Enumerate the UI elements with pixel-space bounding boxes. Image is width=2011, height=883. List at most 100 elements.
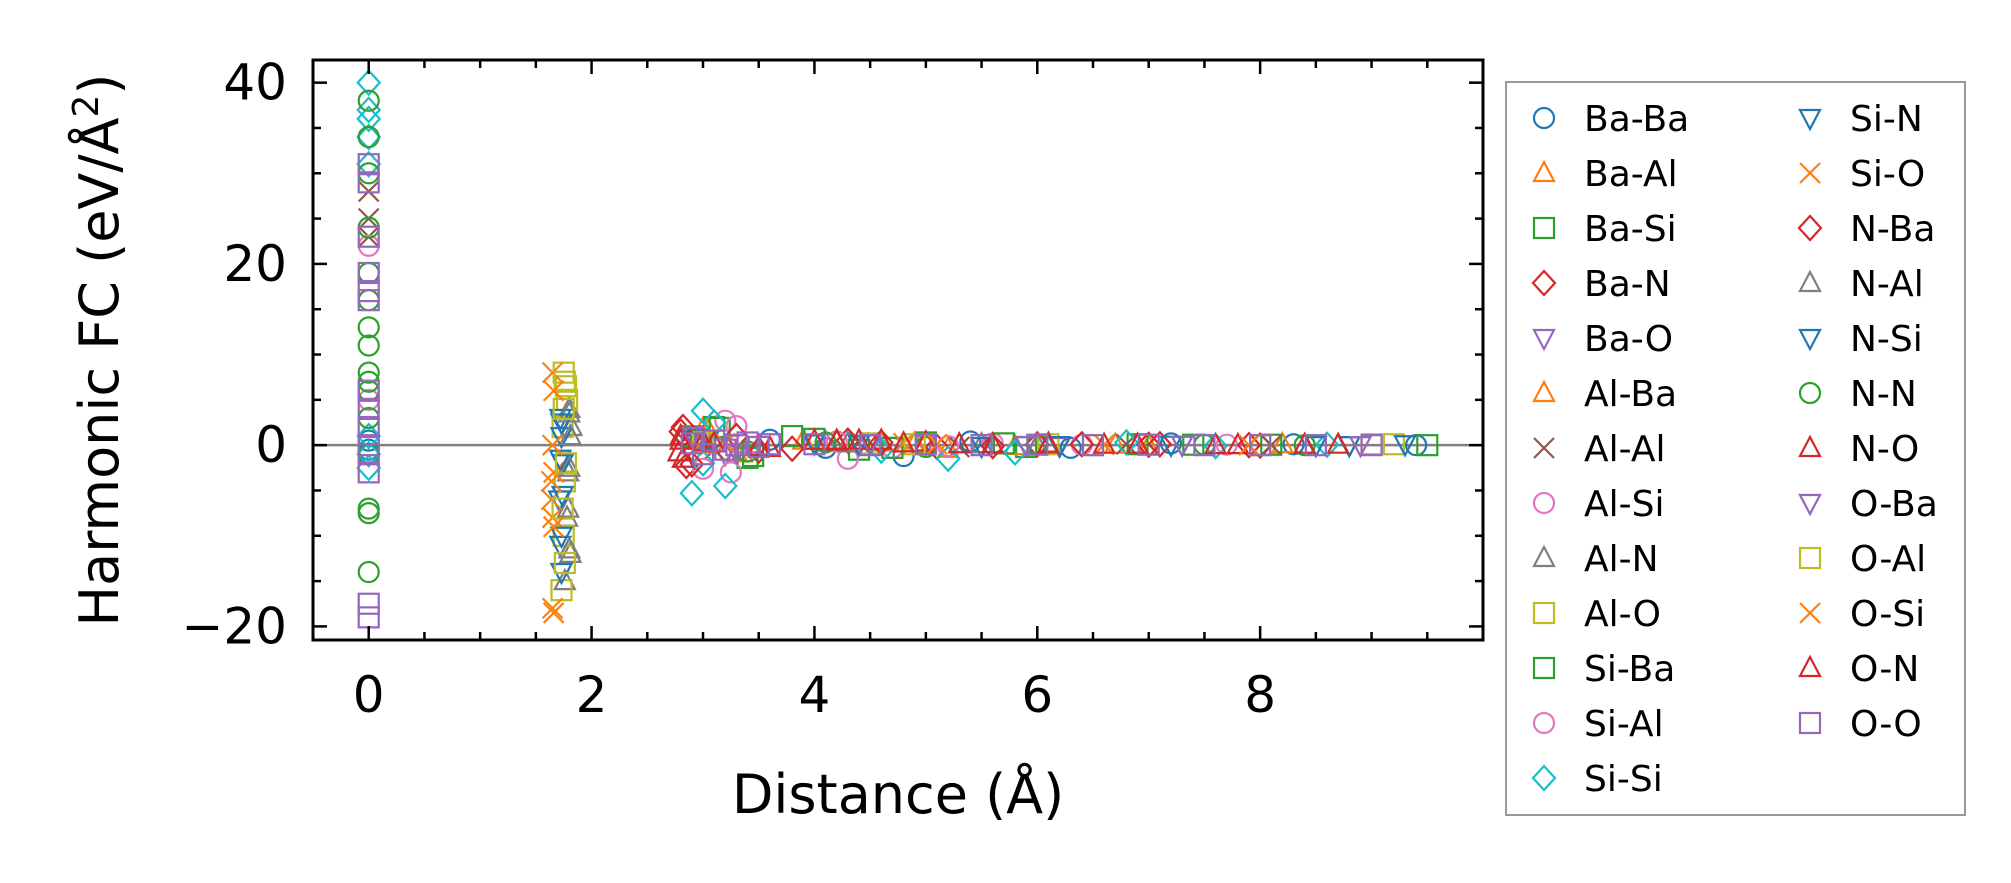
- point-o-n: [758, 434, 782, 457]
- point-o-o: [691, 443, 715, 466]
- x-tick-label: 4: [799, 666, 831, 724]
- legend-label-al-n: Al-N: [1584, 539, 1659, 580]
- point-al-al: [1260, 434, 1283, 456]
- point-si-si: [356, 123, 382, 151]
- point-ba-si: [1260, 433, 1283, 456]
- point-ba-ba: [959, 430, 982, 453]
- point-n-si: [549, 526, 574, 550]
- point-si-si: [679, 479, 705, 507]
- legend-marker-ba-n: [1531, 269, 1557, 297]
- point-o-o: [1193, 434, 1216, 457]
- point-n-n: [357, 89, 380, 112]
- point-ba-al: [1270, 430, 1295, 454]
- point-n-si: [847, 435, 871, 458]
- point-o-o: [1304, 434, 1327, 457]
- point-n-n: [357, 497, 380, 520]
- point-o-ba: [1014, 436, 1038, 459]
- point-o-ba: [680, 426, 704, 450]
- y-axis-title-superscript: 2: [66, 95, 107, 118]
- point-si-o: [541, 361, 564, 384]
- point-o-o: [1249, 434, 1272, 457]
- point-o-ba: [724, 443, 749, 466]
- legend-marker-si-ba: [1532, 656, 1556, 680]
- legend-label-o-o: O-O: [1850, 704, 1922, 745]
- point-o-o: [1026, 433, 1049, 456]
- point-n-al: [557, 454, 582, 477]
- point-o-si: [542, 380, 565, 402]
- y-axis-title-end: ): [68, 74, 131, 95]
- point-si-si: [356, 96, 382, 124]
- legend-marker-si-al: [1532, 711, 1556, 735]
- legend-marker-n-si: [1798, 328, 1822, 352]
- x-tick-label: 8: [1244, 666, 1276, 724]
- legend-marker-ba-ba: [1532, 106, 1556, 130]
- legend-items: Ba-Ba Ba-Al Ba-Si Ba-N Ba-O Al-Ba Al-Al Al-Si Al…: [1531, 99, 1938, 800]
- point-n-o: [1125, 431, 1150, 454]
- y-tick-label: −20: [181, 597, 287, 655]
- point-o-si: [1238, 434, 1260, 456]
- legend-marker-n-ba: [1797, 214, 1823, 242]
- legend-marker-al-n: [1532, 544, 1556, 568]
- point-n-ba: [980, 432, 1006, 460]
- point-o-si: [542, 515, 565, 538]
- point-n-al: [558, 422, 583, 446]
- point-o-si: [540, 470, 563, 493]
- point-o-o: [1360, 434, 1383, 457]
- point-n-ba: [868, 428, 894, 457]
- legend-label-o-n: O-N: [1850, 649, 1919, 690]
- legend-label-si-n: Si-N: [1850, 99, 1923, 140]
- point-o-al: [552, 397, 575, 421]
- legend-label-si-ba: Si-Ba: [1584, 649, 1675, 690]
- point-n-o: [1292, 431, 1317, 454]
- point-n-n: [357, 334, 380, 357]
- y-axis-title-main: Harmonic FC (eV/Å: [67, 117, 131, 626]
- point-al-o: [554, 375, 578, 398]
- legend-label-al-o: Al-O: [1584, 594, 1661, 635]
- point-si-si: [712, 472, 738, 500]
- legend-label-si-o: Si-O: [1850, 154, 1925, 195]
- point-si-si: [356, 422, 382, 450]
- legend-label-ba-si: Ba-Si: [1584, 209, 1677, 250]
- legend-label-si-al: Si-Al: [1584, 704, 1664, 745]
- point-n-n: [357, 502, 380, 525]
- point-n-ba: [779, 435, 805, 463]
- point-o-n: [1203, 431, 1228, 455]
- point-o-o: [357, 171, 380, 194]
- legend-label-ba-al: Ba-Al: [1584, 154, 1678, 195]
- point-o-o: [714, 438, 737, 461]
- point-si-si: [690, 449, 716, 477]
- point-si-o: [1093, 433, 1115, 456]
- legend-marker-o-n: [1798, 654, 1822, 678]
- point-o-o: [357, 379, 380, 402]
- legend-marker-o-al: [1798, 546, 1822, 570]
- legend-label-n-si: N-Si: [1850, 319, 1923, 360]
- point-n-si: [549, 413, 574, 436]
- point-si-si: [356, 440, 382, 468]
- point-si-si: [1203, 432, 1229, 460]
- point-al-o: [1382, 433, 1405, 456]
- y-tick-label: 40: [223, 54, 287, 112]
- point-o-si: [541, 597, 564, 620]
- legend-label-n-n: N-N: [1850, 374, 1917, 415]
- point-si-si: [935, 445, 961, 473]
- point-n-o: [802, 427, 827, 450]
- legend-marker-o-o: [1798, 711, 1822, 735]
- point-n-o: [1226, 431, 1250, 455]
- point-o-o: [1137, 433, 1160, 456]
- point-o-al: [903, 433, 926, 456]
- legend-label-o-al: O-Al: [1850, 539, 1926, 580]
- point-si-si: [356, 150, 382, 178]
- point-o-al: [554, 452, 578, 475]
- point-o-o: [914, 433, 937, 456]
- plot-frame: [311, 58, 1485, 642]
- point-si-al: [691, 457, 715, 480]
- point-si-o: [540, 488, 563, 511]
- point-o-o: [357, 592, 380, 615]
- point-si-o: [892, 432, 915, 455]
- x-tick-label: 0: [353, 666, 385, 724]
- point-ba-si: [1416, 434, 1439, 457]
- y-tick-label: 0: [255, 416, 287, 474]
- point-si-n: [549, 426, 574, 450]
- legend-marker-o-ba: [1798, 493, 1822, 517]
- point-si-n: [969, 436, 994, 460]
